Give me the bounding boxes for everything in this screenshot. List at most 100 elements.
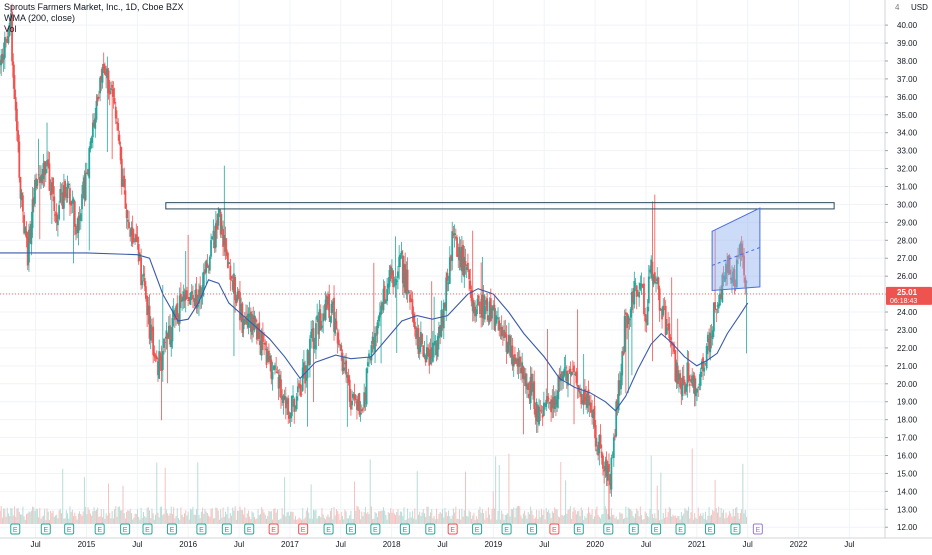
candle-body xyxy=(337,339,340,346)
earnings-marker-label: E xyxy=(733,527,738,534)
earnings-marker[interactable] xyxy=(651,523,662,535)
candle-body xyxy=(233,273,235,294)
candle-body xyxy=(680,382,683,395)
candle-body xyxy=(509,335,512,356)
candle-body xyxy=(329,316,332,323)
earnings-marker[interactable] xyxy=(370,523,381,535)
candle-body xyxy=(339,344,341,346)
candle-body xyxy=(40,175,42,182)
candle-body xyxy=(331,301,334,305)
price-axis-label: 33.00 xyxy=(897,147,918,156)
earnings-marker[interactable] xyxy=(752,523,763,535)
earnings-marker[interactable] xyxy=(142,523,153,535)
time-axis-label: 2022 xyxy=(790,540,808,549)
earnings-marker[interactable] xyxy=(94,523,105,535)
candle-body xyxy=(481,294,484,318)
candle-body xyxy=(151,328,153,331)
candle-body xyxy=(65,193,68,197)
candle-body xyxy=(733,269,736,287)
candle-body xyxy=(36,179,39,186)
earnings-marker-label: E xyxy=(271,527,276,534)
earnings-marker[interactable] xyxy=(730,523,741,535)
earnings-marker[interactable] xyxy=(549,523,560,535)
candle-body xyxy=(178,295,181,324)
earnings-marker[interactable] xyxy=(705,523,716,535)
earnings-marker[interactable] xyxy=(573,523,584,535)
earnings-marker[interactable] xyxy=(527,523,538,535)
candle-body xyxy=(412,313,415,323)
candle-body xyxy=(240,304,243,318)
earnings-marker-label: E xyxy=(450,527,455,534)
resistance-box[interactable] xyxy=(165,202,835,210)
candle-body xyxy=(721,274,724,303)
candle-body xyxy=(590,402,592,413)
candle-body xyxy=(583,389,586,401)
candle-body xyxy=(296,386,299,393)
candle-body xyxy=(661,308,663,320)
candle-body xyxy=(413,321,416,329)
earnings-marker[interactable] xyxy=(472,523,483,535)
candle-body xyxy=(744,277,747,288)
earnings-marker-label: E xyxy=(428,527,433,534)
last-price-badge[interactable] xyxy=(886,286,932,305)
candle-body xyxy=(327,296,329,305)
earnings-marker[interactable] xyxy=(120,523,131,535)
candle-body xyxy=(592,409,595,419)
candle-body xyxy=(610,457,613,490)
candle-body xyxy=(456,237,458,257)
candle-body xyxy=(72,198,75,204)
earnings-marker[interactable] xyxy=(345,523,356,535)
candle-body xyxy=(48,163,51,191)
candle-body xyxy=(374,332,376,352)
earnings-marker[interactable] xyxy=(603,523,614,535)
earnings-marker[interactable] xyxy=(323,523,334,535)
price-axis-label: 20.00 xyxy=(897,380,918,389)
candle-body xyxy=(85,172,88,174)
earnings-marker[interactable] xyxy=(425,523,436,535)
candle-body xyxy=(134,238,136,243)
candle-body xyxy=(622,351,625,356)
candle-body xyxy=(243,321,246,323)
candle-body xyxy=(555,399,557,406)
earnings-marker[interactable] xyxy=(628,523,639,535)
bar-countdown: 06:18:43 xyxy=(890,298,917,305)
earnings-marker[interactable] xyxy=(447,523,458,535)
candle-body xyxy=(131,227,134,244)
candle-body xyxy=(499,327,502,330)
candle-body xyxy=(714,302,717,310)
candle-body xyxy=(713,302,715,332)
candle-body xyxy=(288,415,291,419)
earnings-marker[interactable] xyxy=(10,523,21,535)
earnings-marker[interactable] xyxy=(399,523,410,535)
parallel-channel[interactable] xyxy=(711,207,761,292)
symbol-title[interactable]: Sprouts Farmers Market, Inc., 1D, Cboe B… xyxy=(4,2,184,12)
candle-body xyxy=(310,331,313,339)
candle-body xyxy=(14,97,17,111)
earnings-marker[interactable] xyxy=(196,523,207,535)
candle-body xyxy=(328,294,331,319)
candle-body xyxy=(163,338,165,348)
earnings-marker[interactable] xyxy=(64,523,75,535)
earnings-marker[interactable] xyxy=(675,523,686,535)
candle-body xyxy=(369,357,372,360)
candle-body xyxy=(593,406,596,428)
candle-body xyxy=(411,299,414,315)
time-axis-label: Jul xyxy=(844,540,854,549)
volume-indicator-label[interactable]: Vol xyxy=(4,24,17,34)
candle-body xyxy=(304,365,306,384)
earnings-marker[interactable] xyxy=(268,523,279,535)
candle-body xyxy=(272,366,275,371)
wma-indicator-label[interactable]: WMA (200, close) xyxy=(4,13,76,23)
candle-body xyxy=(167,325,170,338)
candle-body xyxy=(365,368,368,405)
earnings-marker[interactable] xyxy=(40,523,51,535)
earnings-marker[interactable] xyxy=(221,523,232,535)
candle-body xyxy=(400,251,403,255)
earnings-marker[interactable] xyxy=(501,523,512,535)
candle-body xyxy=(634,283,637,285)
earnings-marker[interactable] xyxy=(244,523,255,535)
earnings-marker[interactable] xyxy=(166,523,177,535)
candle-body xyxy=(606,465,609,481)
earnings-marker[interactable] xyxy=(298,523,309,535)
